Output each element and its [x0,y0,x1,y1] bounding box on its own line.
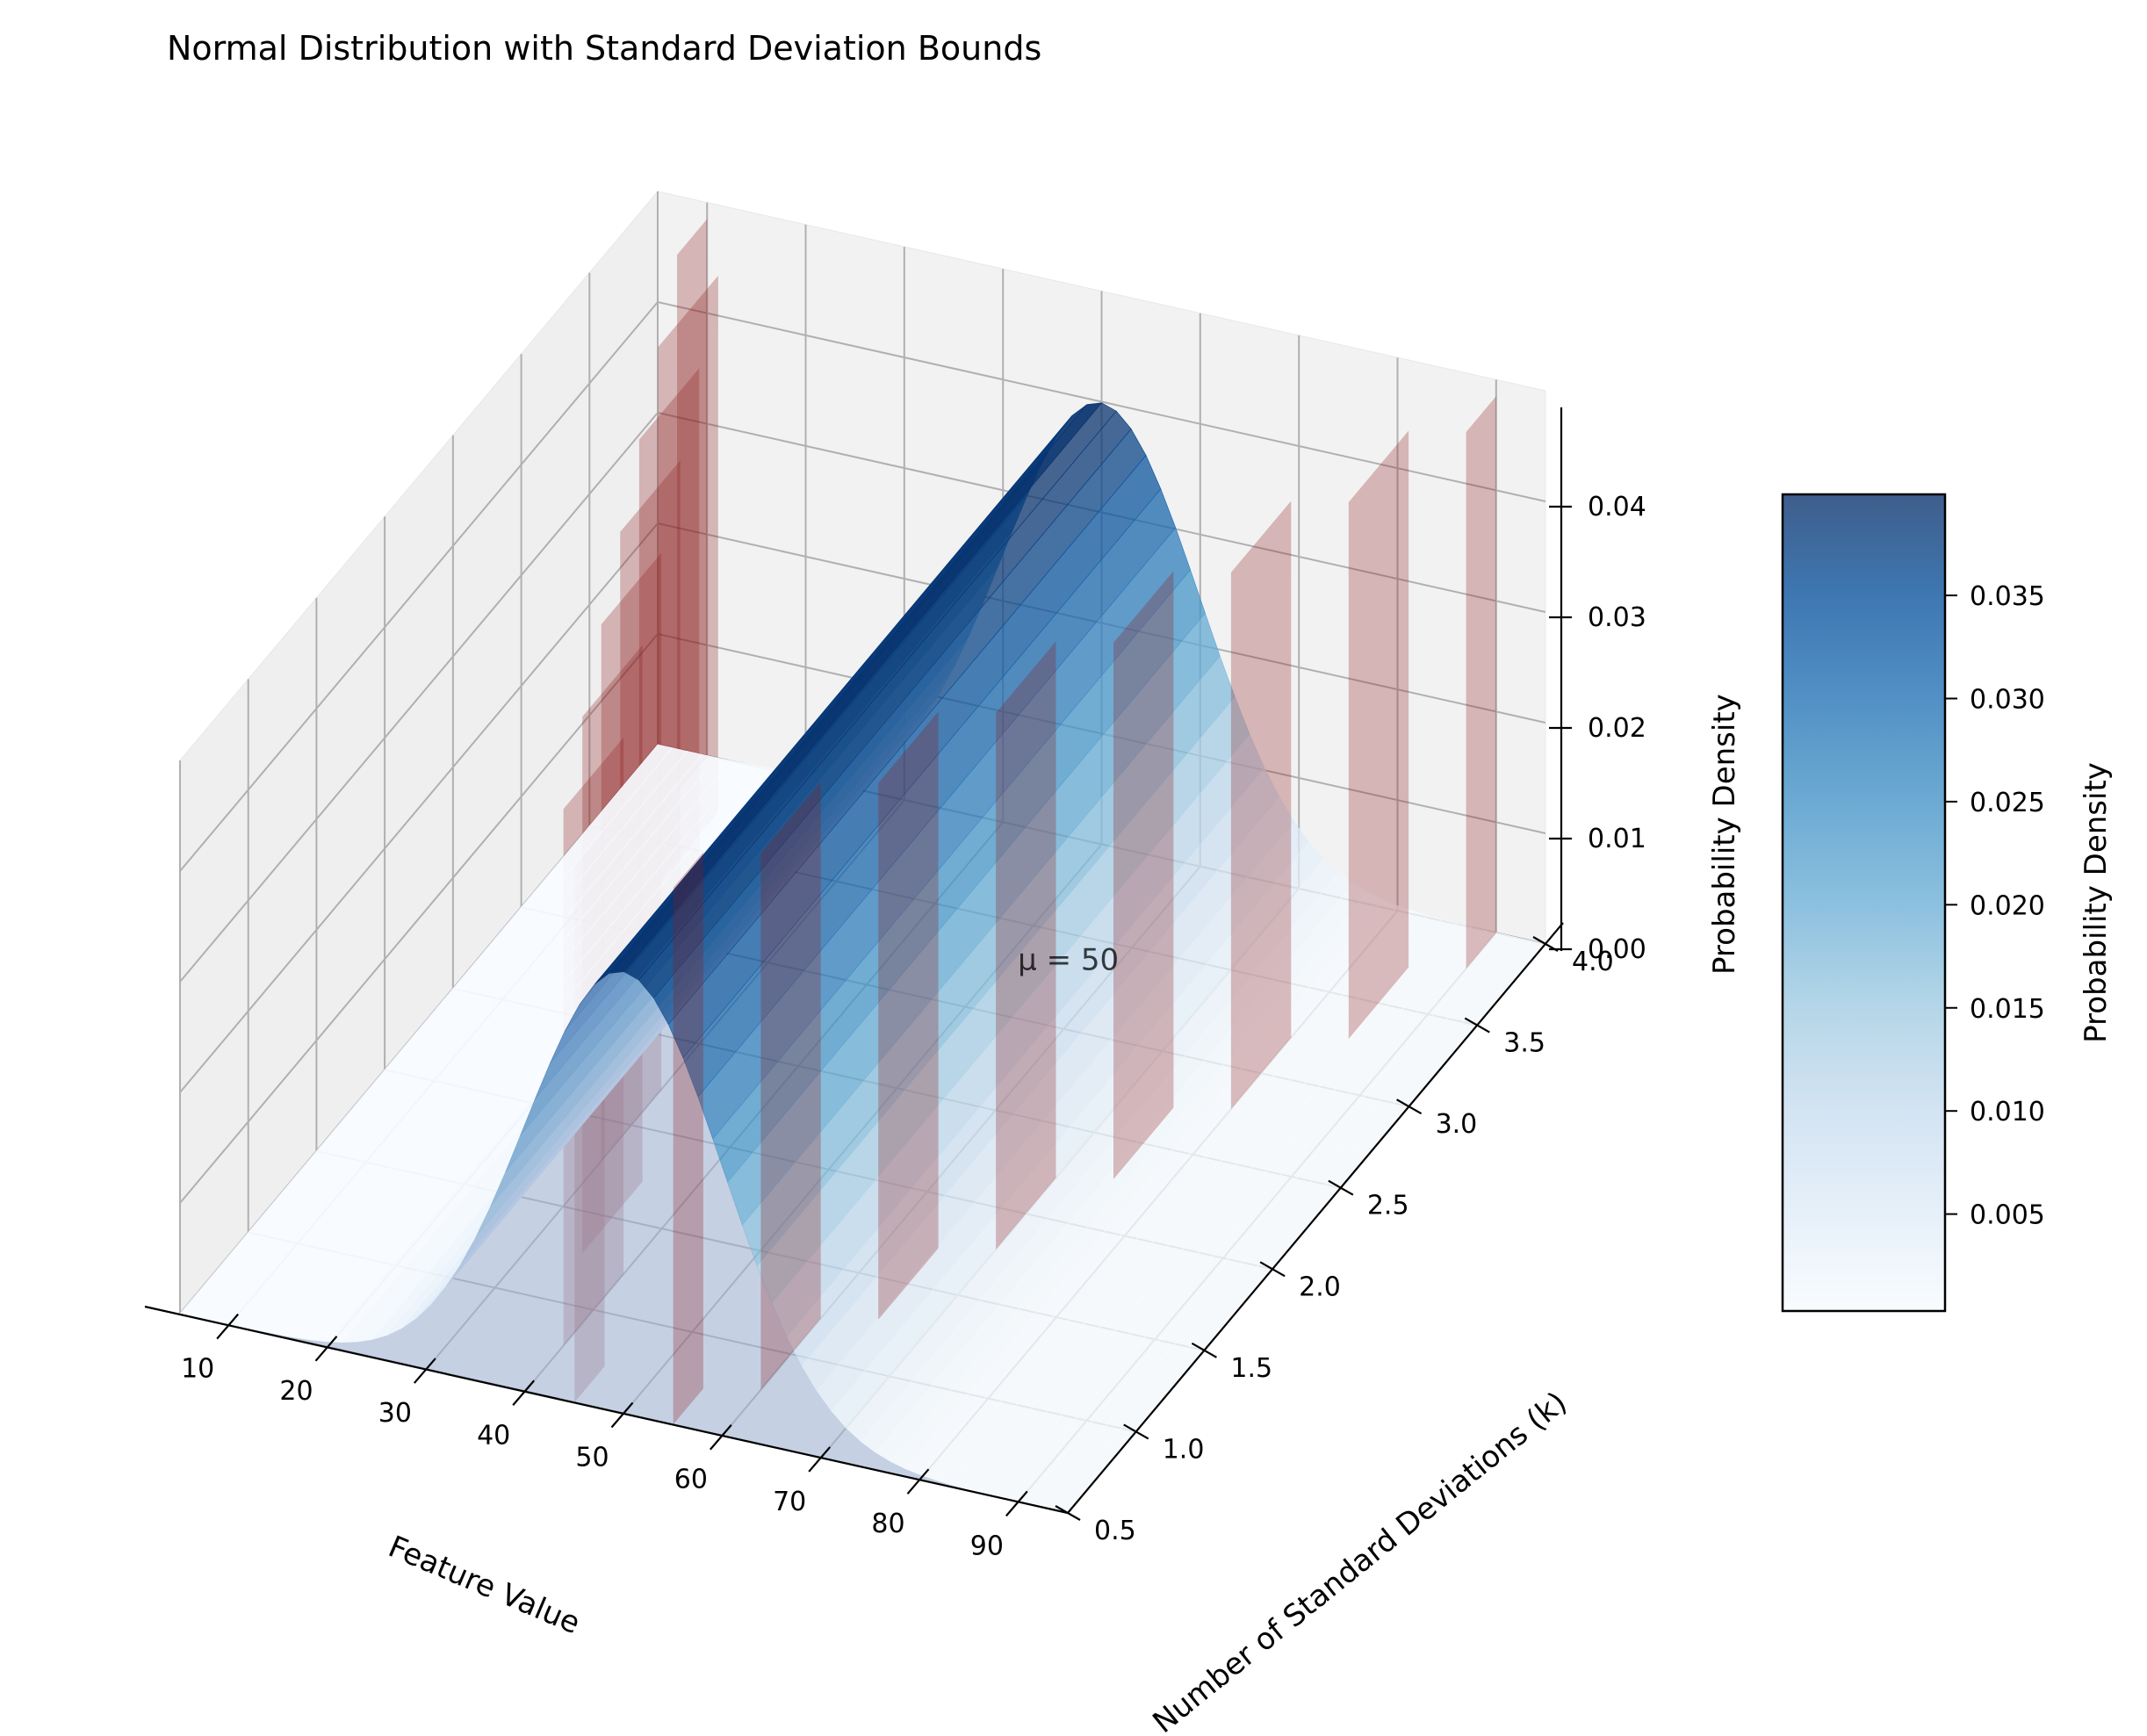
colorbar-tick-label: 0.005 [1970,1200,2045,1231]
colorbar-tick-label: 0.035 [1970,581,2045,612]
annotations: μ = 50 [1018,943,1119,978]
chart-title: Normal Distribution with Standard Deviat… [167,29,1041,68]
y-axis-label: Number of Standard Deviations (k) [1146,1385,1574,1736]
colorbar-tick-label: 0.010 [1970,1097,2045,1127]
colorbar-gradient [1781,493,1947,1313]
colorbar-ticks: 0.005 0.010 0.015 0.020 0.025 0.030 0.035 [1945,581,2045,1231]
x-tick-label: 80 [871,1509,904,1539]
colorbar-tick-label: 0.015 [1970,994,2045,1025]
x-tick [1005,1490,1028,1517]
z-axis-label: Probability Density [1707,694,1742,975]
y-tick [1191,1342,1217,1358]
y-axis-line [1067,922,1564,1514]
x-tick-label: 40 [477,1420,510,1451]
z-tick-label: 0.00 [1588,934,1646,965]
x-tick-label: 10 [181,1354,214,1385]
grid-line [179,411,1546,983]
y-tick [1123,1423,1149,1440]
y-tick-label: 2.5 [1367,1191,1409,1221]
z-tick-label: 0.01 [1588,824,1646,854]
bound-plane-lower [658,276,718,884]
x-tick [709,1424,732,1451]
mean-annotation: μ = 50 [1018,943,1119,978]
x-tick [413,1358,436,1384]
bound-plane-upper [878,711,939,1320]
colorbar-tick-label: 0.020 [1970,890,2045,921]
colorbar-label: Probability Density [2079,762,2114,1043]
y-tick [1396,1099,1423,1115]
x-tick [216,1313,240,1340]
x-tick [512,1379,536,1406]
y-tick [1259,1261,1286,1278]
bound-plane-upper [996,641,1056,1250]
z-tick-label: 0.04 [1588,492,1646,522]
x-tick [314,1336,338,1362]
x-tick-label: 70 [773,1487,806,1517]
colorbar-tick-label: 0.030 [1970,685,2045,716]
density-surface [179,402,1546,1514]
x-tick-label: 30 [378,1398,412,1429]
x-tick-label: 90 [970,1531,1004,1561]
z-tick-label: 0.02 [1588,713,1646,744]
bound-plane-lower [677,219,708,792]
bound-planes-front [673,396,1496,1425]
bound-plane-upper [1230,501,1292,1109]
bound-plane-upper [1113,571,1174,1179]
y-tick-label: 3.0 [1436,1109,1478,1140]
z-tick-label: 0.03 [1588,602,1646,633]
colorbar-tick-label: 0.025 [1970,788,2045,818]
bound-plane-upper [1348,430,1409,1040]
x-tick-label: 20 [279,1376,313,1407]
y-tick-label: 1.5 [1230,1353,1272,1384]
x-tick-label: 60 [674,1465,708,1495]
y-tick [1328,1179,1354,1196]
y-tick-label: 4.0 [1572,947,1614,977]
grid-line [179,300,1546,872]
bound-plane-upper [1466,396,1496,969]
x-axis-label: Feature Value [383,1529,585,1641]
y-tick-label: 0.5 [1094,1516,1136,1546]
y-tick-label: 3.5 [1503,1028,1545,1059]
y-tick-label: 2.0 [1299,1271,1341,1302]
x-tick [610,1401,634,1429]
colorbar: 0.005 0.010 0.015 0.020 0.025 0.030 0.035 Prob… [1781,493,2114,1313]
x-tick-label: 50 [575,1443,609,1473]
x-tick [906,1468,930,1495]
axes: 10 20 30 40 50 60 70 80 90 0.5 1.0 1.5 2.0 2.5 3.0 3.5 4… [144,407,1646,1561]
surface-front-face [180,971,1068,1513]
x-tick [808,1446,832,1473]
y-tick [1055,1505,1081,1521]
grid-line [179,522,1546,1093]
y-tick-label: 1.0 [1163,1434,1205,1465]
bound-plane-upper [760,782,821,1390]
bound-plane-upper [673,852,703,1425]
y-tick [1464,1017,1490,1034]
x-axis-line [144,1305,1069,1515]
